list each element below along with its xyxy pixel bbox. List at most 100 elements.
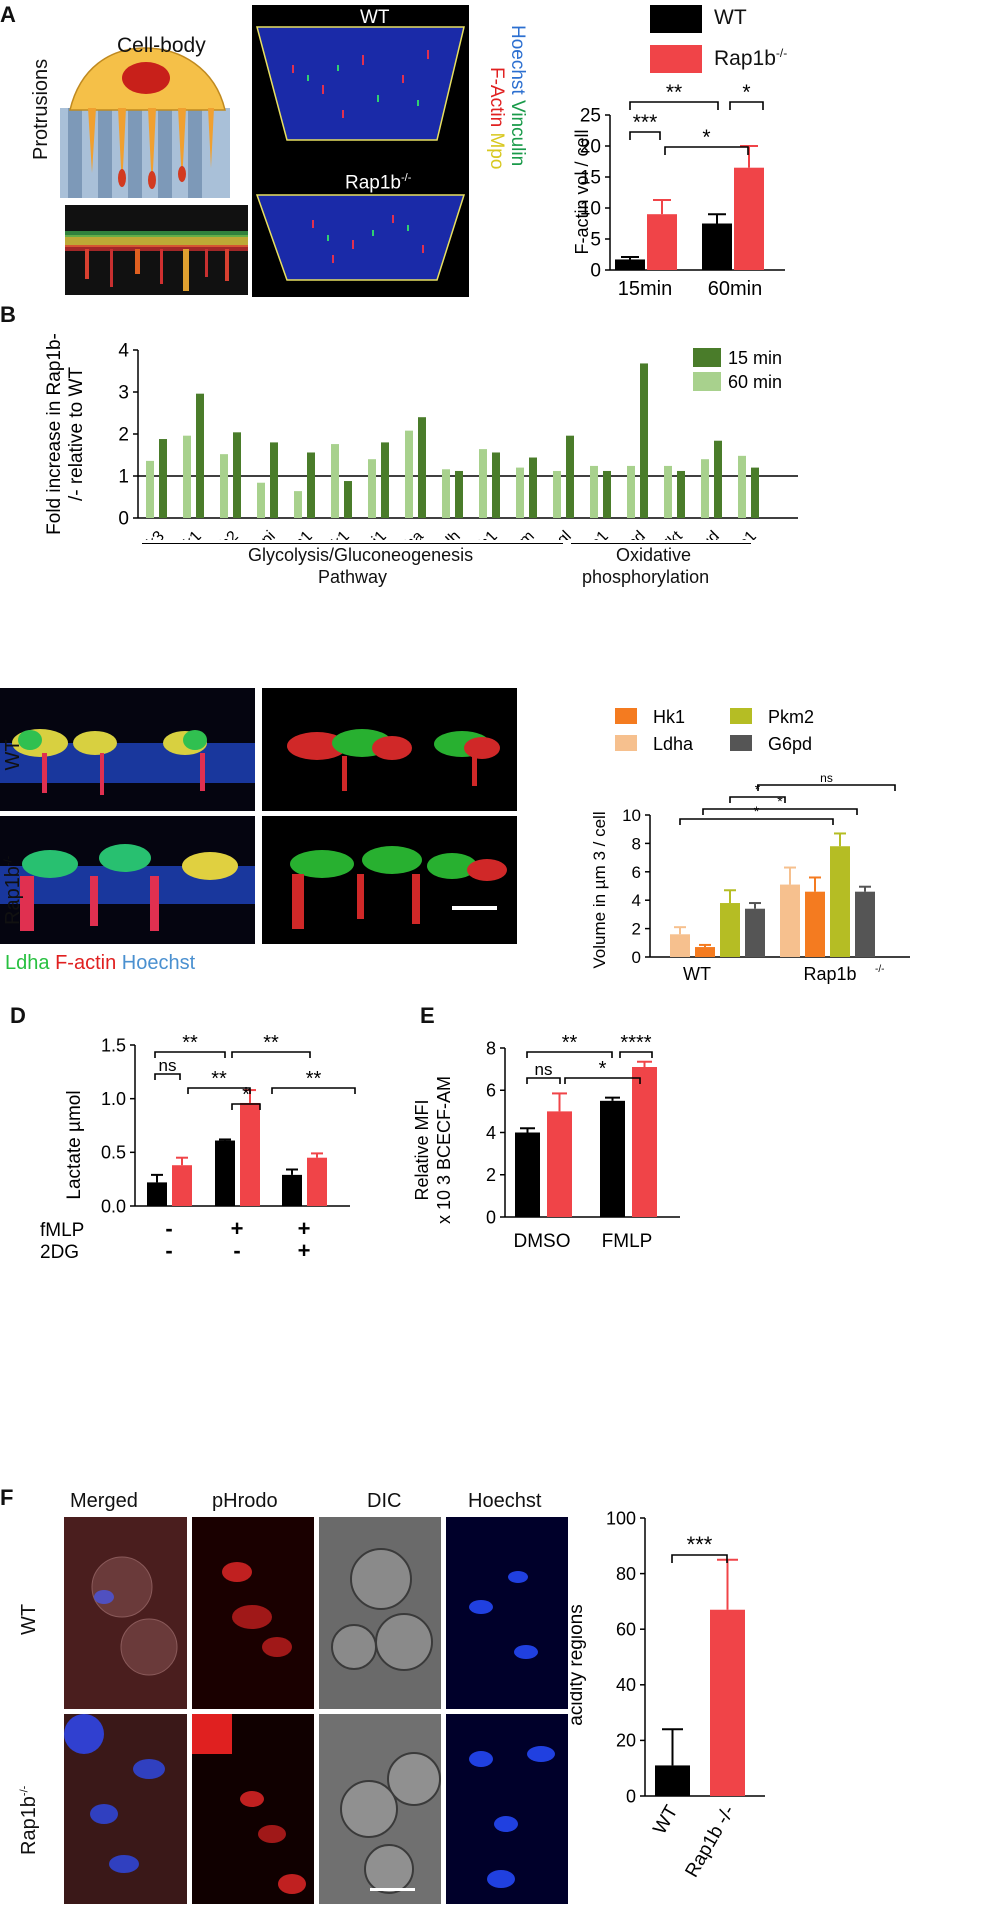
chart-a-x-label: 60min — [708, 278, 762, 300]
chart-b-y-tick-label: 0 — [118, 509, 129, 530]
chart-b-15min-bar — [714, 440, 722, 518]
chart-e-sig-bracket — [526, 1051, 613, 1058]
chart-b-y-tick-label: 4 — [118, 341, 129, 362]
chart-e-y-tick-label: 8 — [486, 1038, 496, 1058]
scale-bar-f — [370, 1888, 415, 1891]
panel-label-b: B — [0, 302, 16, 327]
chart-b-x-label: Pygl — [541, 528, 575, 540]
legend-label-rap-text: Rap1b — [714, 47, 776, 70]
chart-d-sig-bracket — [231, 1103, 261, 1110]
chart-b-15min-bar — [418, 417, 426, 518]
3d-reconstruction-drawing — [255, 26, 466, 281]
chart-a-sig-label: *** — [633, 111, 658, 134]
chart-b-x-label: Hk1 — [173, 528, 205, 540]
chart-b-60min-bar — [146, 460, 154, 518]
chart-e-y-tick-label: 2 — [486, 1165, 496, 1185]
chart-b-60min-bar — [331, 444, 339, 518]
chart-d-sig-label: ** — [306, 1068, 322, 1090]
chart-b-x-label: G6pd — [609, 528, 649, 540]
chart-b-15min-bar — [307, 452, 315, 518]
panel-f-img-rap-phrodo — [192, 1714, 314, 1904]
panel-f-img-wt-merged-drawing — [91, 1556, 178, 1676]
chart-e-rap-bar — [547, 1111, 572, 1217]
panel-c-img-wt-surface-drawing — [287, 729, 500, 791]
legend-swatch-wt — [650, 5, 702, 33]
stain-hoechst-c: Hoechst — [121, 952, 196, 974]
chart-a-rap-bar — [734, 167, 764, 270]
chart-d-sig-bracket — [187, 1087, 251, 1094]
panel-c-img-rap-surface-drawing — [290, 846, 507, 929]
chart-c-pkm2-bar — [830, 846, 850, 957]
chart-f-sig-bracket — [671, 1554, 728, 1563]
chart-d-fmlp-sign: + — [231, 1216, 244, 1241]
chart-c-legend-swatch — [730, 708, 752, 724]
panel-f-img-wt-merged — [64, 1517, 187, 1709]
3d-reconstruction-panel — [252, 5, 469, 297]
chart-c-hk1-bar — [695, 947, 715, 957]
chart-f-y-tick-label: 20 — [616, 1731, 636, 1751]
chart-b-60min-bar — [553, 470, 561, 518]
pathway-label-oxidative-1: Oxidative — [616, 545, 692, 565]
panel-f-img-rap-phrodo-drawing — [192, 1714, 306, 1894]
chart-d-rap-bar — [240, 1102, 260, 1206]
chart-b-15min-bar — [751, 467, 759, 518]
panel-c-row-rap: Rap1b-/- — [2, 856, 25, 925]
chart-b-60min-bar — [701, 459, 709, 518]
chart-b-60min-bar — [590, 465, 598, 518]
stain-mpo-a: Mpo — [486, 132, 507, 170]
chart-c-y-tick-label: 2 — [632, 920, 641, 939]
chart-b-15min-bar — [455, 470, 463, 518]
img-wt-label: WT — [360, 7, 390, 28]
chart-a-y-tick-label: 5 — [590, 230, 601, 251]
chart-a-sig-bracket — [664, 146, 749, 155]
chart-d-sig-label: ns — [159, 1056, 177, 1075]
chart-d-wt-bar — [282, 1174, 302, 1206]
chart-a-wt-bar — [702, 223, 732, 270]
pathway-label-oxidative-2: phosphorylation — [582, 567, 710, 587]
panel-c-img-wt-merge — [0, 688, 255, 811]
chart-b-60min-bar — [442, 469, 450, 518]
chart-e-y-label-2: x 10 3 BCECF-AM — [434, 1076, 454, 1224]
panel-c-row-rap-text: Rap1b — [2, 866, 24, 925]
chart-c-legend-label: G6pd — [768, 734, 812, 754]
panel-f-row-wt: WT — [18, 1603, 40, 1635]
chart-d-2dg-sign: - — [165, 1238, 172, 1260]
chart-b-x-label: Gpi — [249, 528, 279, 540]
chart-a-sig-bracket — [629, 131, 661, 140]
chart-b-60min-bar — [738, 455, 746, 518]
chart-c-ldha-bar — [670, 934, 690, 957]
chart-b-60min-bar — [516, 467, 524, 518]
chart-b-y-tick-label: 2 — [118, 425, 129, 446]
panel-f-img-wt-dic-drawing — [331, 1548, 433, 1671]
chart-d-sig-label: ** — [211, 1068, 227, 1090]
panel-f-img-rap-hoechst — [446, 1714, 568, 1904]
pathway-label-glycolysis-2: Pathway — [318, 567, 388, 587]
chart-d-sig-bracket — [271, 1087, 356, 1094]
chart-b-15min-bar — [492, 452, 500, 518]
chart-e-x-label: DMSO — [514, 1231, 571, 1252]
chart-b-legend-15: 15 min — [728, 348, 782, 368]
chart-a-wt-bar — [615, 259, 645, 270]
panel-label-d: D — [10, 1003, 26, 1028]
chart-c-y-label: Volume in µm 3 / cell — [590, 811, 609, 968]
chart-c-hk1-bar — [805, 891, 825, 957]
chart-d-sig-label: ** — [182, 1032, 198, 1054]
chart-d-sig-bracket — [231, 1051, 311, 1058]
chart-e-y-tick-label: 4 — [486, 1123, 496, 1143]
chart-f-y-label: acidity regions — [570, 1604, 587, 1725]
stain-factin-a: F-Actin — [486, 67, 507, 128]
protrusions-label: Protrusions — [30, 58, 52, 160]
chart-e-sig-label: ** — [562, 1032, 578, 1054]
chart-c-legend-label: Ldha — [653, 734, 694, 754]
chart-b-x-label: Tkt — [658, 527, 686, 540]
chart-b-15min-bar — [677, 470, 685, 518]
chart-c-ldha-bar — [780, 884, 800, 957]
panel-f-img-wt-dic — [319, 1517, 441, 1709]
chart-b-15min-bar — [196, 393, 204, 518]
chart-c-y-tick-label: 6 — [632, 863, 641, 882]
chart-d-sig-label: ** — [263, 1032, 279, 1054]
legend-label-rap-sup: -/- — [775, 46, 788, 60]
stain-factin-c: F-actin — [55, 952, 117, 974]
chart-b-x-label: Pgd — [691, 528, 723, 540]
